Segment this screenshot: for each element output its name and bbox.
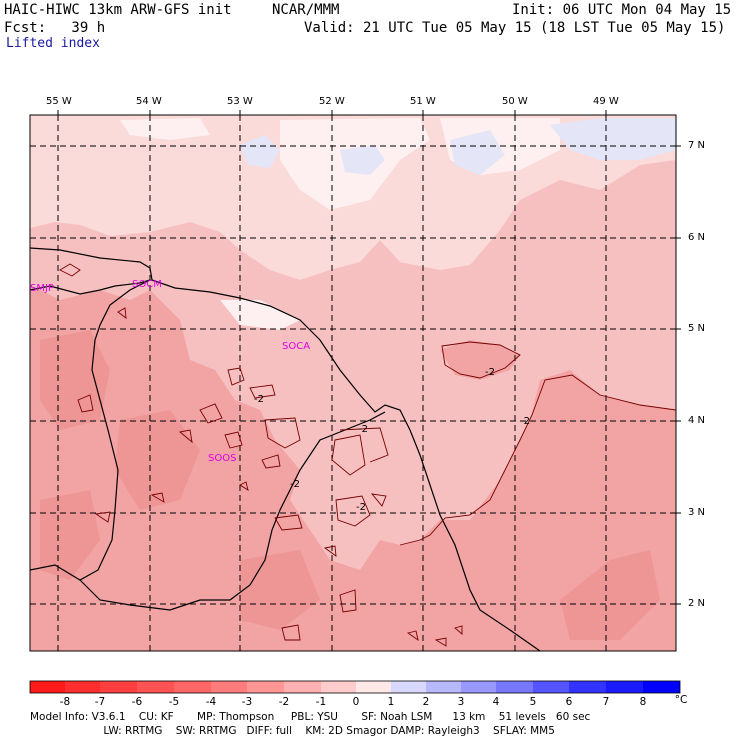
border-suriname-guyana [30, 279, 151, 295]
field-neg3-zone [560, 550, 660, 640]
contour-label: -2 [485, 367, 495, 378]
lon-label: 52 W [319, 96, 345, 107]
lat-label: 6 N [688, 232, 706, 243]
colorbar-unit: °C [674, 694, 688, 706]
contour-label: -2 [254, 394, 264, 405]
lat-label: 3 N [688, 507, 706, 518]
border-suriname-south [79, 411, 386, 611]
colorbar-tick: -1 [315, 696, 327, 708]
field-zero-zone [120, 118, 210, 140]
lat-label: 2 N [688, 598, 706, 609]
contour-label: -2 [356, 502, 366, 513]
contour-label: -2 [290, 479, 300, 490]
colorbar-tick: -8 [59, 696, 71, 708]
field-neg3-zone [240, 550, 320, 630]
lon-label: 55 W [46, 96, 72, 107]
border-suriname-west [30, 279, 151, 581]
colorbar-tick: 4 [492, 696, 500, 708]
field-pos-zone [340, 145, 385, 175]
field-pos-zone [240, 135, 280, 168]
model-title: HAIC-HIWC 13km ARW-GFS init [4, 2, 232, 18]
valid-time: Valid: 21 UTC Tue 05 May 15 (18 LST Tue … [304, 20, 726, 36]
colorbar-tick: -2 [278, 696, 290, 708]
contour-label: -2 [358, 424, 368, 435]
org-label: NCAR/MMM [272, 2, 340, 18]
station-label: SOCA [282, 341, 311, 352]
colorbar-tick: 1 [387, 696, 395, 708]
field-pos-zone [550, 118, 676, 160]
colorbar-tick: 2 [422, 696, 430, 708]
coastline [30, 247, 541, 651]
field-name: Lifted index [6, 36, 100, 51]
map-frame [29, 114, 677, 652]
colorbar-tick: -4 [205, 696, 217, 708]
colorbar-tick: 3 [457, 696, 465, 708]
colorbar-tick: 8 [639, 696, 647, 708]
forecast-hour: Fcst: 39 h [4, 20, 106, 36]
station-label: SOCM [132, 279, 162, 290]
colorbar-tick: 7 [602, 696, 610, 708]
lon-label: 50 W [502, 96, 528, 107]
station-label: SMJP [30, 283, 54, 294]
station-label: SOOS [208, 453, 237, 464]
lon-label: 51 W [410, 96, 436, 107]
lon-label: 49 W [593, 96, 619, 107]
lon-label: 53 W [227, 96, 253, 107]
model-info-line1: Model Info: V3.6.1 CU: KF MP: Thompson P… [30, 711, 591, 723]
init-time: Init: 06 UTC Mon 04 May 15 [512, 2, 732, 18]
colorbar-tick: -7 [94, 696, 106, 708]
lat-label: 5 N [688, 323, 706, 334]
lat-label: 7 N [688, 140, 706, 151]
colorbar-tick: 0 [352, 696, 360, 708]
contour-label: -2 [520, 416, 530, 427]
lon-label: 54 W [136, 96, 162, 107]
colorbar-tick: 5 [529, 696, 537, 708]
colorbar-tick: -6 [131, 696, 143, 708]
colorbar-tick: 6 [565, 696, 573, 708]
lat-label: 4 N [688, 415, 706, 426]
colorbar [29, 680, 681, 694]
colorbar-tick: -3 [241, 696, 253, 708]
field-neg3-zone [115, 410, 200, 510]
field-pos-zone [450, 130, 505, 175]
model-info-line2: LW: RRTMG SW: RRTMG DIFF: full KM: 2D Sm… [30, 725, 555, 737]
colorbar-tick: -5 [168, 696, 180, 708]
